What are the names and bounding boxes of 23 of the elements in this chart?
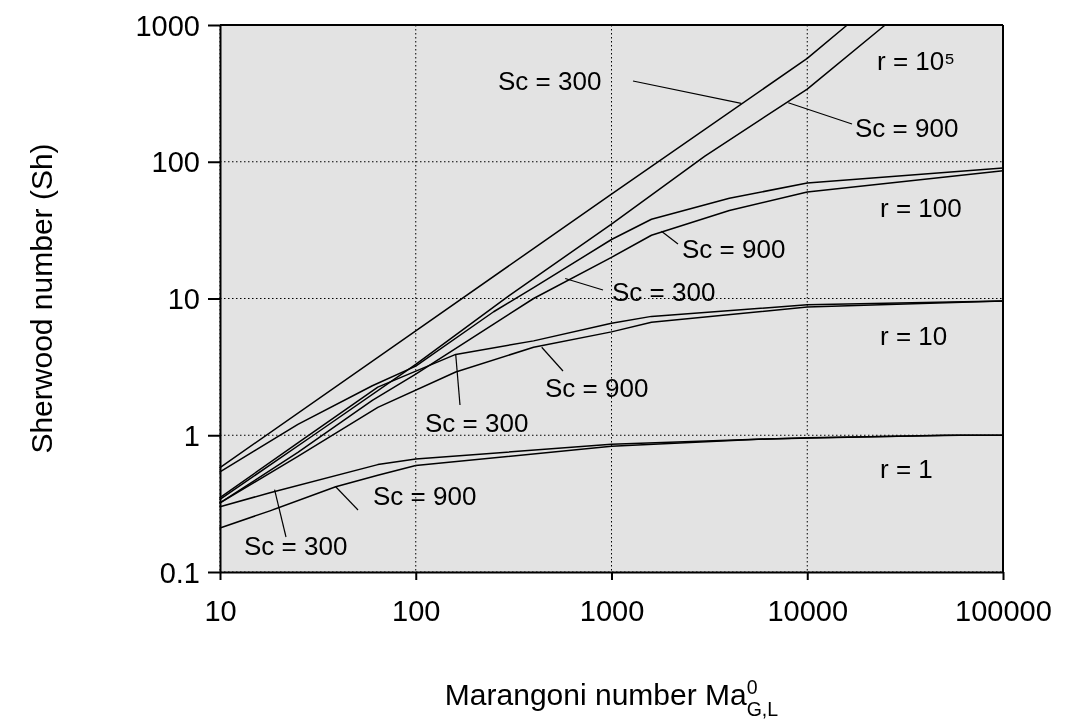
y-tick-label: 1 — [183, 419, 200, 452]
annotation: r = 1 — [880, 454, 933, 484]
y-tick-label: 1000 — [135, 9, 200, 42]
y-tick-label: 10 — [167, 283, 200, 316]
annotation: Sc = 300 — [498, 66, 602, 96]
annotation: Sc = 900 — [682, 234, 786, 264]
annotation: r = 10 — [880, 321, 948, 351]
annotation: Sc = 300 — [612, 277, 716, 307]
y-tick-label: 100 — [151, 146, 200, 179]
x-tick-label: 10 — [204, 594, 237, 627]
annotation: r = 10⁵ — [877, 46, 955, 76]
annotation: Sc = 300 — [244, 531, 348, 561]
annotation: Sc = 900 — [855, 113, 959, 143]
x-tick-label: 10000 — [767, 594, 849, 627]
y-axis-title: Sherwood number (Sh) — [25, 143, 58, 454]
annotation: Sc = 300 — [425, 408, 529, 438]
annotation: Sc = 900 — [373, 481, 477, 511]
x-tick-label: 1000 — [579, 594, 645, 627]
y-tick-label: 0.1 — [159, 556, 200, 589]
x-tick-label: 100000 — [955, 594, 1052, 627]
annotation: Sc = 900 — [545, 373, 649, 403]
x-tick-label: 100 — [392, 594, 441, 627]
annotation: r = 100 — [880, 193, 962, 223]
